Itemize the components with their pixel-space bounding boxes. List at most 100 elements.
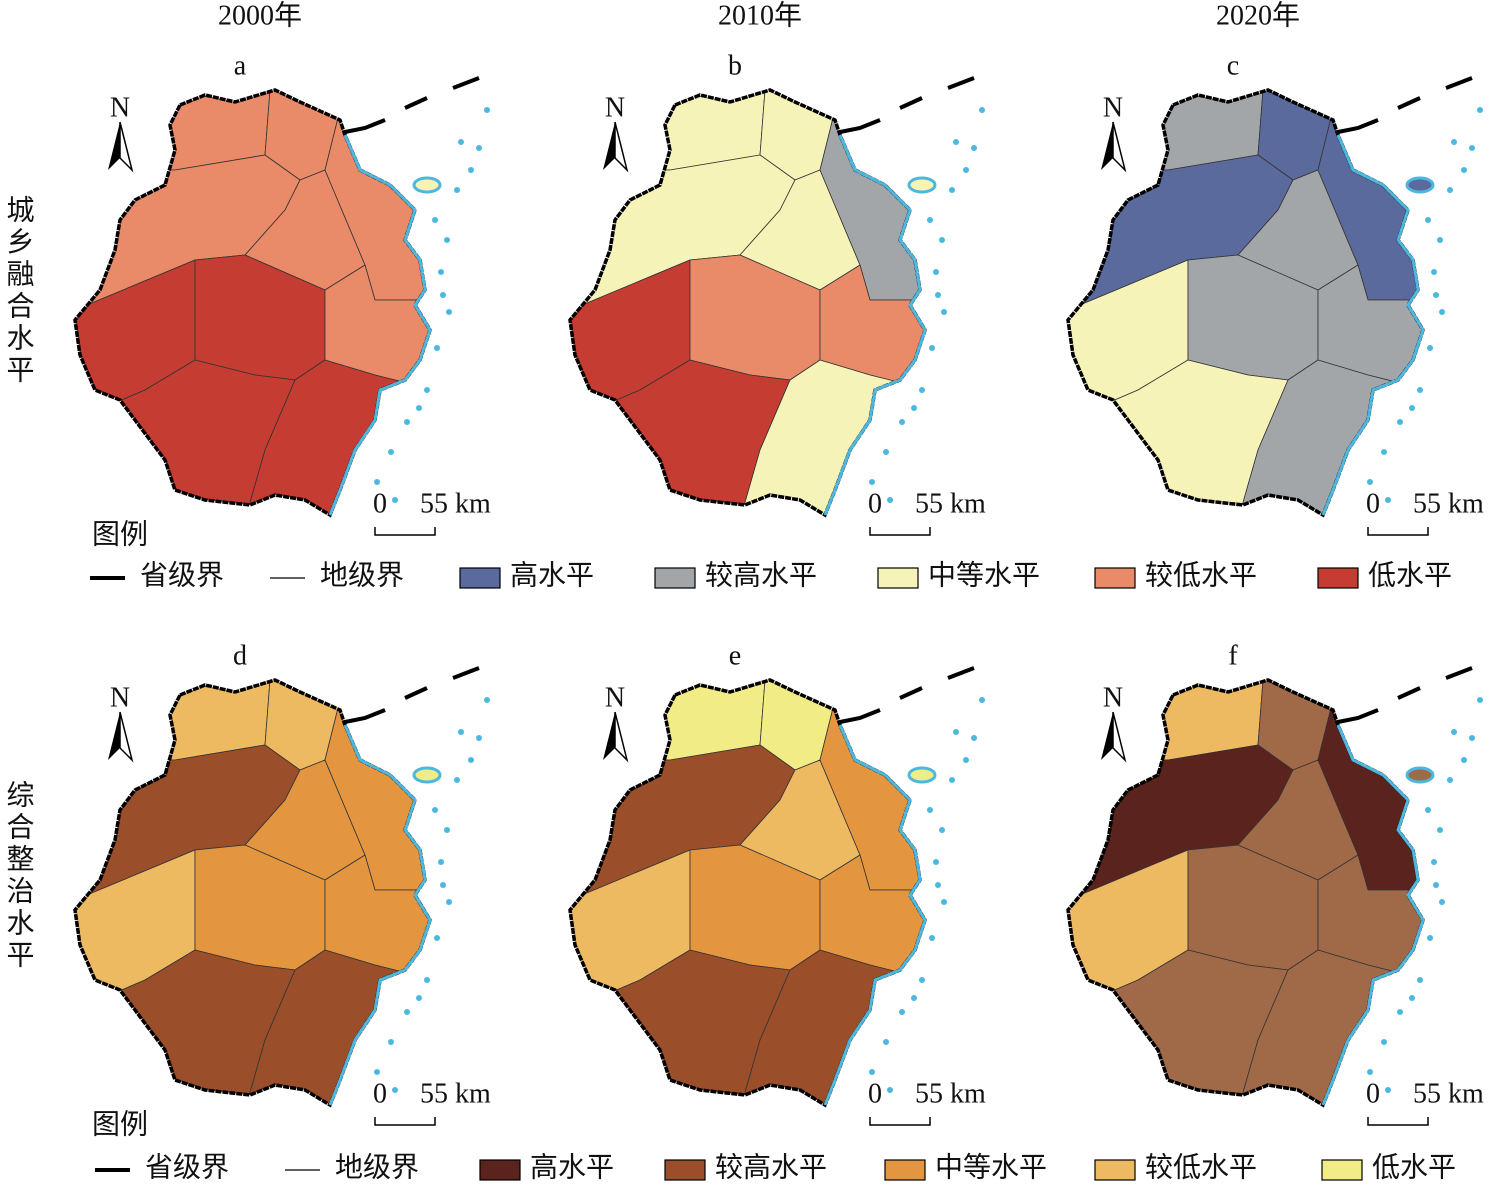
- north-arrow: [119, 711, 134, 763]
- island-region: [412, 176, 442, 194]
- row-label: 城乡融合水平: [3, 195, 34, 387]
- north-boundary: [1397, 686, 1421, 700]
- island: [1439, 899, 1445, 905]
- island: [1397, 419, 1403, 425]
- island: [1433, 882, 1439, 888]
- island: [929, 935, 935, 941]
- island: [971, 145, 977, 151]
- north-boundary: [899, 96, 923, 110]
- north-arrow: [119, 121, 134, 173]
- island: [458, 139, 464, 145]
- island: [1427, 345, 1433, 351]
- legend-label: 较低水平: [1145, 1151, 1257, 1183]
- scale-length: 55 km: [420, 488, 491, 519]
- panel-letter: f: [1228, 640, 1238, 671]
- scale-bar: [374, 1117, 436, 1126]
- island: [432, 217, 438, 223]
- row-label: 综合整治水平: [3, 780, 34, 972]
- north-boundary: [452, 666, 480, 680]
- island: [927, 807, 933, 813]
- north-boundary: [899, 686, 923, 700]
- column-title: 2020年: [1216, 0, 1300, 31]
- island: [388, 1039, 394, 1045]
- legend-swatch: [1321, 1159, 1363, 1181]
- island: [484, 107, 490, 113]
- north-arrow: [614, 121, 629, 173]
- island: [963, 167, 969, 173]
- island: [919, 387, 925, 393]
- column-title: 2000年: [218, 0, 302, 31]
- island: [424, 977, 430, 983]
- map-panel: e N 0 55 km: [568, 640, 986, 1126]
- scale-bar: [1367, 527, 1429, 536]
- island: [949, 777, 955, 783]
- panel-letter: b: [728, 50, 742, 81]
- island: [468, 167, 474, 173]
- island: [979, 697, 985, 703]
- legend-label: 较高水平: [705, 559, 817, 591]
- island: [446, 899, 452, 905]
- island-region: [1405, 766, 1435, 784]
- island: [1451, 729, 1457, 735]
- legend-label: 中等水平: [928, 559, 1040, 591]
- north-label: N: [110, 682, 130, 713]
- north-boundary: [404, 686, 428, 700]
- island: [1461, 167, 1467, 173]
- island: [883, 449, 889, 455]
- legend-swatch: [479, 1159, 521, 1181]
- island: [476, 735, 482, 741]
- legend-label: 地级界: [335, 1151, 419, 1183]
- legend-swatch: [1094, 567, 1136, 589]
- north-boundary: [344, 118, 386, 134]
- legend-label: 高水平: [510, 559, 594, 591]
- legend-swatch: [664, 1159, 706, 1181]
- scale-length: 55 km: [915, 488, 986, 519]
- north-arrow: [603, 712, 615, 760]
- panel-letter: e: [729, 640, 741, 671]
- north-arrow: [614, 711, 629, 763]
- island: [1381, 1039, 1387, 1045]
- island: [1437, 237, 1443, 243]
- island: [935, 292, 941, 298]
- island-region: [412, 766, 442, 784]
- scale-length: 55 km: [1413, 1078, 1484, 1109]
- island: [374, 479, 380, 485]
- north-label: N: [110, 92, 130, 123]
- island: [404, 419, 410, 425]
- island: [432, 807, 438, 813]
- north-arrow: [1101, 712, 1113, 760]
- island: [1427, 935, 1433, 941]
- island: [468, 757, 474, 763]
- north-boundary: [344, 708, 386, 724]
- map-panel: f N 0 55 km: [1066, 640, 1484, 1126]
- island: [1385, 1087, 1391, 1093]
- island: [941, 899, 947, 905]
- island: [887, 1087, 893, 1093]
- island: [392, 497, 398, 503]
- island: [1477, 107, 1483, 113]
- north-boundary: [1445, 76, 1473, 90]
- legend-swatch: [459, 567, 501, 589]
- scale-zero: 0: [868, 1078, 882, 1109]
- north-arrow: [108, 122, 120, 170]
- north-arrow: [1101, 122, 1113, 170]
- island: [476, 145, 482, 151]
- legend-label: 低水平: [1372, 1151, 1456, 1183]
- map-panel: b N 0 55 km: [568, 50, 986, 536]
- legend-title: 图例: [92, 1108, 148, 1140]
- island: [899, 419, 905, 425]
- north-arrow: [108, 712, 120, 760]
- north-boundary: [1397, 96, 1421, 110]
- legend-label: 省级界: [140, 559, 224, 591]
- north-boundary: [947, 666, 975, 680]
- coastline: [328, 724, 432, 1106]
- north-boundary: [1337, 708, 1379, 724]
- north-arrow: [1112, 711, 1127, 763]
- legend-swatch: [877, 567, 919, 589]
- island: [919, 977, 925, 983]
- island: [388, 449, 394, 455]
- coastline: [328, 134, 432, 516]
- island: [1409, 995, 1415, 1001]
- island: [416, 405, 422, 411]
- panel-letter: a: [234, 50, 247, 81]
